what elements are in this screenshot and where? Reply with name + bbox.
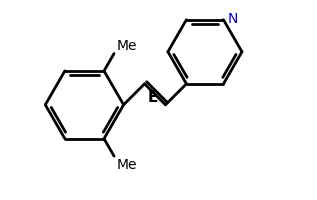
Text: Me: Me (117, 157, 137, 171)
Text: N: N (227, 12, 238, 26)
Text: Me: Me (117, 39, 137, 53)
Text: E: E (148, 89, 158, 104)
